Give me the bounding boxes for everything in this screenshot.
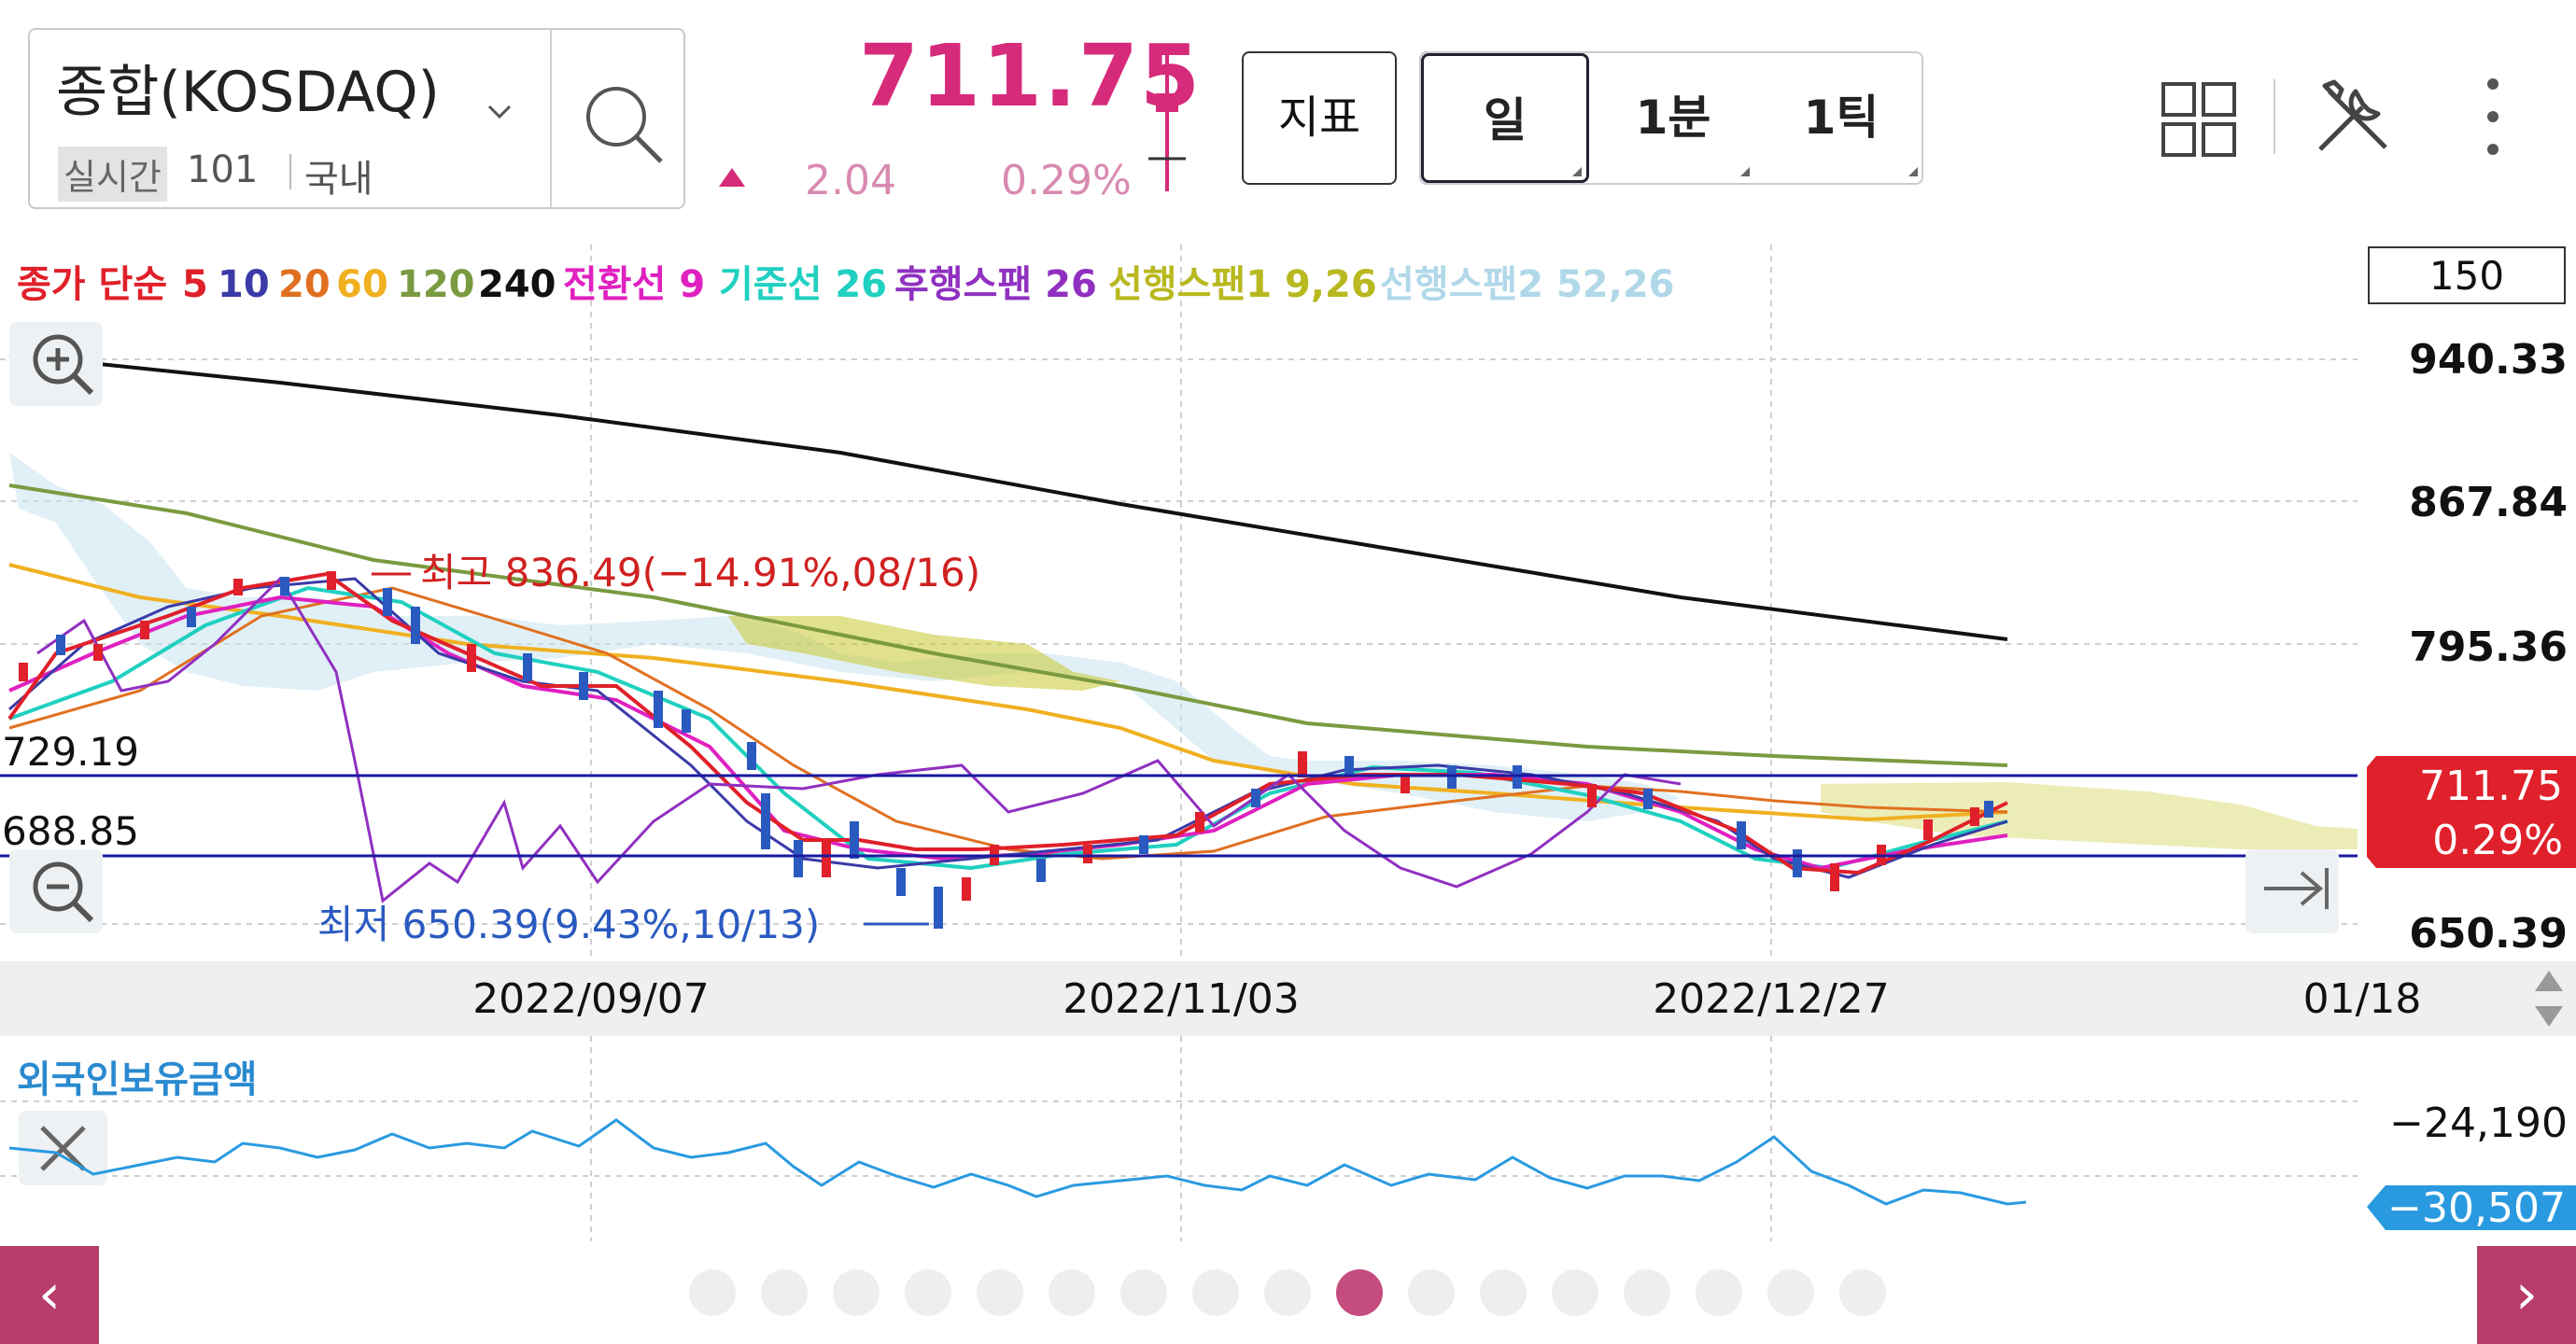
- scroll-to-end-icon[interactable]: [2245, 849, 2339, 933]
- legend-item: 20: [278, 263, 331, 306]
- tab-period-1tick[interactable]: 1틱: [1803, 91, 1879, 145]
- legend-item: 120: [397, 263, 475, 306]
- high-annotation: 최고 836.49(−14.91%,08/16): [420, 550, 980, 595]
- price-axis-label: 867.84: [2409, 479, 2568, 526]
- next-page-button[interactable]: ›: [2477, 1246, 2576, 1344]
- divider: [289, 154, 291, 189]
- date-axis: 2022/09/07 2022/11/03 2022/12/27 01/18: [472, 975, 2421, 1023]
- low-annotation: 최저 650.39(9.43%,10/13): [317, 902, 820, 947]
- bars-count[interactable]: 150: [2429, 253, 2504, 299]
- symbol-selector[interactable]: 종합(KOSDAQ) 실시간 101 국내: [28, 28, 685, 209]
- page-dot[interactable]: [905, 1269, 951, 1316]
- page-dot[interactable]: [761, 1269, 808, 1316]
- period-selector: 일 1분 1틱: [1419, 51, 1923, 185]
- corner-mark: [1740, 167, 1750, 176]
- chevron-down-icon[interactable]: [486, 97, 514, 125]
- page-dot[interactable]: [1767, 1269, 1814, 1316]
- page-dot[interactable]: [689, 1269, 736, 1316]
- legend-item: 선행스팬2 52,26: [1380, 263, 1674, 306]
- current-price-tag-value: 711.75: [2419, 763, 2563, 810]
- search-icon[interactable]: [571, 72, 674, 175]
- current-price: 711.75: [859, 26, 1203, 126]
- current-price-tag: 711.75 0.29%: [2367, 756, 2576, 868]
- symbol-name[interactable]: 종합(KOSDAQ): [56, 60, 440, 125]
- page-indicator: ‹ ›: [0, 1241, 2576, 1344]
- divider: [550, 30, 552, 207]
- divider: [2273, 79, 2275, 154]
- page-dot[interactable]: [977, 1269, 1023, 1316]
- legend-item: 10: [218, 263, 270, 306]
- page-dot[interactable]: [1696, 1269, 1742, 1316]
- price-chart[interactable]: 종가 단순 5 10 20 60 120 240 전환선 9 기준선 26 후행…: [0, 229, 2576, 1241]
- tab-period-day[interactable]: 일: [1421, 53, 1589, 183]
- count-text: 101: [187, 148, 259, 191]
- legend-item: 기준선 26: [719, 263, 887, 306]
- legend-item: 240: [478, 263, 556, 306]
- tab-period-1min[interactable]: 1분: [1635, 91, 1711, 145]
- legend-item: 후행스팬 26: [894, 263, 1097, 306]
- legend-item: 전환선 9: [563, 263, 705, 306]
- price-change: 2.04: [805, 157, 896, 204]
- ma240-line: [8, 353, 2008, 641]
- date-axis-label: 01/18: [2303, 975, 2422, 1023]
- line-label: 729.19: [2, 729, 139, 775]
- date-axis-band: [0, 961, 2576, 1036]
- line-label: 688.85: [2, 808, 139, 854]
- date-axis-label: 2022/11/03: [1063, 975, 1300, 1023]
- zoom-out-icon[interactable]: [9, 849, 103, 933]
- prev-page-button[interactable]: ‹: [0, 1246, 99, 1344]
- axis-resize-icon[interactable]: [2535, 971, 2563, 1027]
- page-dot[interactable]: [833, 1269, 880, 1316]
- mini-candle-icon: [1148, 44, 1186, 191]
- sub-current-tag-value: −30,507: [2387, 1184, 2566, 1232]
- more-vertical-icon[interactable]: [2474, 75, 2512, 159]
- header: 종합(KOSDAQ) 실시간 101 국내 711.75 2.04 0.29% …: [0, 0, 2576, 229]
- page-dot[interactable]: [1839, 1269, 1886, 1316]
- bars-count-box[interactable]: [2368, 246, 2566, 304]
- realtime-badge: 실시간: [58, 147, 167, 202]
- up-arrow-icon: [719, 168, 745, 187]
- page-dot[interactable]: [1552, 1269, 1598, 1316]
- date-axis-label: 2022/12/27: [1653, 975, 1890, 1023]
- price-change-pct: 0.29%: [1001, 157, 1132, 204]
- page-dot[interactable]: [1408, 1269, 1455, 1316]
- tools-icon[interactable]: [2311, 75, 2395, 159]
- grid-icon[interactable]: [2161, 82, 2236, 157]
- legend-item: 선행스팬1 9,26: [1108, 263, 1377, 306]
- page-dot[interactable]: [1192, 1269, 1239, 1316]
- price-axis-label: 795.36: [2409, 623, 2568, 671]
- page-dot[interactable]: [1264, 1269, 1311, 1316]
- page-dot[interactable]: [1480, 1269, 1527, 1316]
- region-text: 국내: [304, 158, 373, 201]
- sub-current-tag: −30,507: [2367, 1184, 2576, 1232]
- price-axis-label: 940.33: [2409, 336, 2568, 384]
- legend-item: 60: [336, 263, 388, 306]
- price-axis: 940.33 867.84 795.36 650.39: [2409, 336, 2568, 958]
- indicator-button[interactable]: 지표: [1242, 51, 1397, 185]
- sub-axis-label: −24,190: [2389, 1099, 2568, 1147]
- sub-chart-title: 외국인보유금액: [17, 1058, 258, 1101]
- current-price-tag-pct: 0.29%: [2432, 817, 2563, 864]
- grid: [0, 245, 2358, 1241]
- foreign-holding-line: [8, 1118, 2027, 1206]
- corner-mark: [1908, 167, 1918, 176]
- indicator-legend[interactable]: 종가 단순 5 10 20 60 120 240 전환선 9 기준선 26 후행…: [17, 263, 1674, 306]
- page-dot[interactable]: [1049, 1269, 1095, 1316]
- page-dot[interactable]: [1120, 1269, 1167, 1316]
- moving-average-lines: [7, 483, 2008, 903]
- corner-mark: [1572, 167, 1582, 176]
- close-icon[interactable]: [19, 1111, 107, 1185]
- legend-item: 5: [182, 263, 208, 306]
- date-axis-label: 2022/09/07: [472, 975, 710, 1023]
- candles: [19, 571, 1993, 929]
- page-dot[interactable]: [1624, 1269, 1670, 1316]
- price-axis-label: 650.39: [2409, 910, 2568, 958]
- zoom-in-icon[interactable]: [9, 322, 103, 406]
- legend-item: 종가 단순: [17, 263, 167, 306]
- page-dot[interactable]: [1336, 1269, 1383, 1316]
